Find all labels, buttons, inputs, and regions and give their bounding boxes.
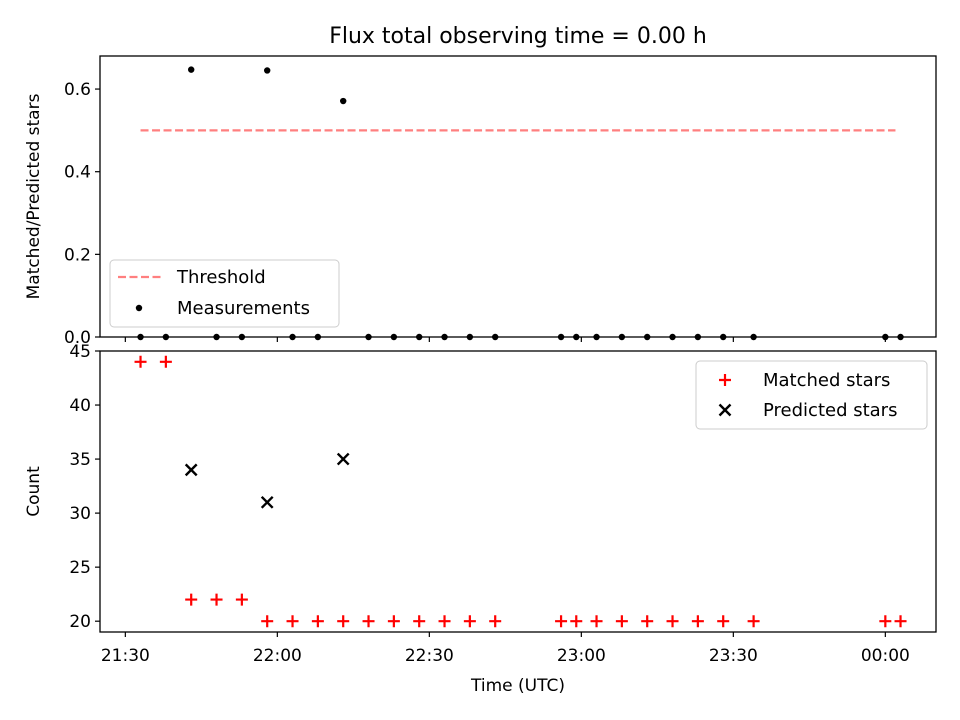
top-panel: 0.0 0.2 0.4 0.6 Matched/Predicted stars Thres… (24, 55, 937, 348)
x-tick-label: 22:30 (405, 646, 454, 666)
matched-star-point (185, 593, 198, 606)
y-tick-label: 35 (69, 450, 91, 470)
y-tick-label: 0.0 (64, 328, 91, 348)
matched-star-point (261, 615, 274, 628)
measurement-point (593, 333, 600, 341)
matched-star-point (210, 593, 223, 606)
axes-frame (99, 55, 937, 338)
matched-star-point (717, 615, 730, 628)
y-axis-label: Matched/Predicted stars (24, 93, 44, 299)
predicted-star-point (184, 463, 198, 477)
legend-matched-swatch (719, 374, 731, 386)
measurement-point (390, 333, 398, 341)
x-tick-label: 21:30 (101, 646, 150, 666)
y-tick-label: 0.4 (64, 163, 91, 183)
matched-star-point (555, 615, 568, 628)
matched-star-point (463, 615, 476, 628)
legend-predicted-label: Predicted stars (763, 400, 897, 421)
y-tick-label: 45 (69, 342, 91, 362)
matched-star-point (666, 615, 679, 628)
legend-matched-label: Matched stars (763, 370, 890, 391)
measurement-point (213, 333, 220, 341)
measurement-point (897, 333, 904, 341)
legend-box (109, 259, 340, 328)
matched-star-point (691, 615, 704, 628)
measurement-point (188, 66, 195, 73)
y-axis-label: Count (24, 466, 44, 517)
legend-threshold-label: Threshold (176, 267, 266, 288)
chart-title: Flux total observing time = 0.00 h (329, 24, 707, 49)
predicted-star-point (260, 495, 274, 509)
matched-star-point (489, 615, 502, 628)
measurement-point (720, 333, 727, 341)
legend-bottom: Matched stars Predicted stars (695, 360, 928, 430)
x-tick-label: 23:00 (557, 646, 606, 666)
matched-star-point (337, 615, 350, 628)
measurement-point (750, 333, 757, 341)
matched-star-point (590, 615, 603, 628)
matched-star-point (286, 615, 299, 628)
measurement-point (466, 333, 474, 341)
x-tick-label: 00:00 (861, 646, 910, 666)
x-axis-label: Time (UTC) (470, 676, 565, 696)
y-tick-label: 30 (69, 504, 91, 524)
legend-top: Threshold Measurements (109, 259, 340, 328)
measurement-point (669, 333, 676, 341)
bottom-panel: 21:30 22:00 22:30 23:00 23:30 00:00 20 25 30 35 40… (24, 342, 937, 696)
legend-predicted-swatch (718, 403, 732, 417)
measurement-point (264, 67, 271, 74)
matched-star-point (235, 593, 248, 606)
y-tick-label: 0.6 (64, 80, 91, 100)
matched-star-point (413, 615, 426, 628)
matched-star-point (311, 615, 324, 628)
matched-star-point (362, 615, 375, 628)
measurement-point (137, 333, 144, 341)
measurement-point (557, 333, 565, 341)
axes-frame (99, 350, 937, 633)
matched-star-point (134, 355, 147, 368)
measurement-point (416, 333, 423, 341)
legend-measurement-label: Measurements (177, 298, 310, 319)
matched-star-point (894, 615, 907, 628)
y-tick-label: 25 (69, 558, 91, 578)
measurement-point (573, 333, 580, 341)
matched-star-point (641, 615, 654, 628)
measurement-point (618, 333, 626, 341)
y-tick-label: 20 (69, 612, 91, 632)
y-tick-label: 0.2 (64, 245, 91, 265)
measurement-point (694, 333, 702, 341)
matched-star-point (570, 615, 583, 628)
measurement-point (882, 333, 889, 341)
measurement-point (441, 333, 448, 341)
matched-star-point (879, 615, 892, 628)
y-tick-label: 40 (69, 396, 91, 416)
matched-star-point (747, 615, 760, 628)
measurement-point (289, 333, 296, 341)
x-tick-label: 22:00 (253, 646, 302, 666)
matched-star-point (159, 355, 172, 368)
measurement-point (340, 97, 347, 105)
legend-box (695, 360, 928, 430)
measurement-point (492, 333, 499, 341)
legend-measurement-swatch (135, 304, 143, 312)
measurement-point (644, 333, 651, 341)
matched-star-point (387, 615, 400, 628)
matched-star-point (438, 615, 451, 628)
measurement-point (365, 333, 372, 341)
predicted-star-point (336, 452, 350, 466)
measurement-point (162, 333, 170, 341)
measurement-point (238, 333, 246, 341)
measurement-point (314, 333, 322, 341)
x-tick-label: 23:30 (709, 646, 758, 666)
matched-star-point (615, 615, 628, 628)
